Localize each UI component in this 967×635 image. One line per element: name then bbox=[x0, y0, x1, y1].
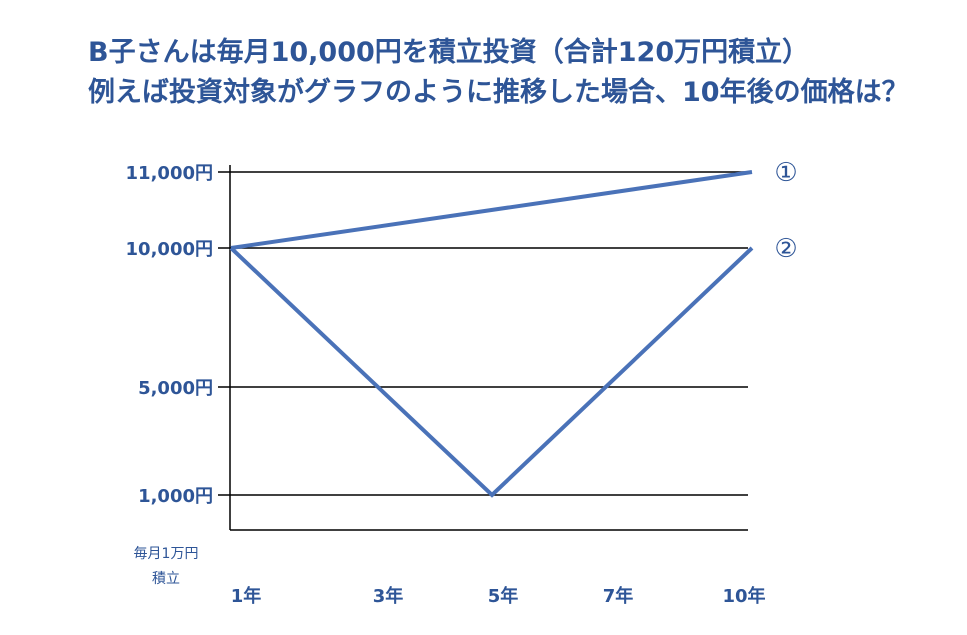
y-tick-label: 5,000円 bbox=[138, 378, 213, 399]
label-layer: 11,000円 10,000円 5,000円 1,000円 1年 3年 5年 7年 10年 毎月1… bbox=[126, 158, 798, 607]
grid-layer bbox=[218, 171, 748, 496]
axis-layer bbox=[229, 165, 748, 531]
x-tick-label: 1年 bbox=[231, 585, 262, 607]
y-tick-label: 1,000円 bbox=[138, 486, 213, 507]
title-line-2: 例えば投資対象がグラフのように推移した場合、10年後の価格は？ bbox=[88, 77, 909, 108]
series-line bbox=[230, 170, 753, 250]
axis-note: 積立 bbox=[152, 571, 180, 587]
series-label: ① bbox=[774, 158, 797, 188]
title-line-1: B子さんは毎月10,000円を積立投資（合計120万円積立） bbox=[88, 37, 810, 68]
series-layer bbox=[229, 170, 754, 498]
axis-note: 毎月1万円 bbox=[134, 546, 199, 562]
x-tick-label: 7年 bbox=[603, 585, 634, 607]
series-label: ② bbox=[774, 234, 797, 264]
x-tick-label: 3年 bbox=[373, 585, 404, 607]
x-tick-label: 10年 bbox=[722, 585, 765, 607]
series-line bbox=[229, 246, 754, 498]
x-tick-label: 5年 bbox=[488, 585, 519, 607]
y-tick-label: 11,000円 bbox=[126, 163, 213, 184]
y-tick-label: 10,000円 bbox=[126, 239, 213, 260]
